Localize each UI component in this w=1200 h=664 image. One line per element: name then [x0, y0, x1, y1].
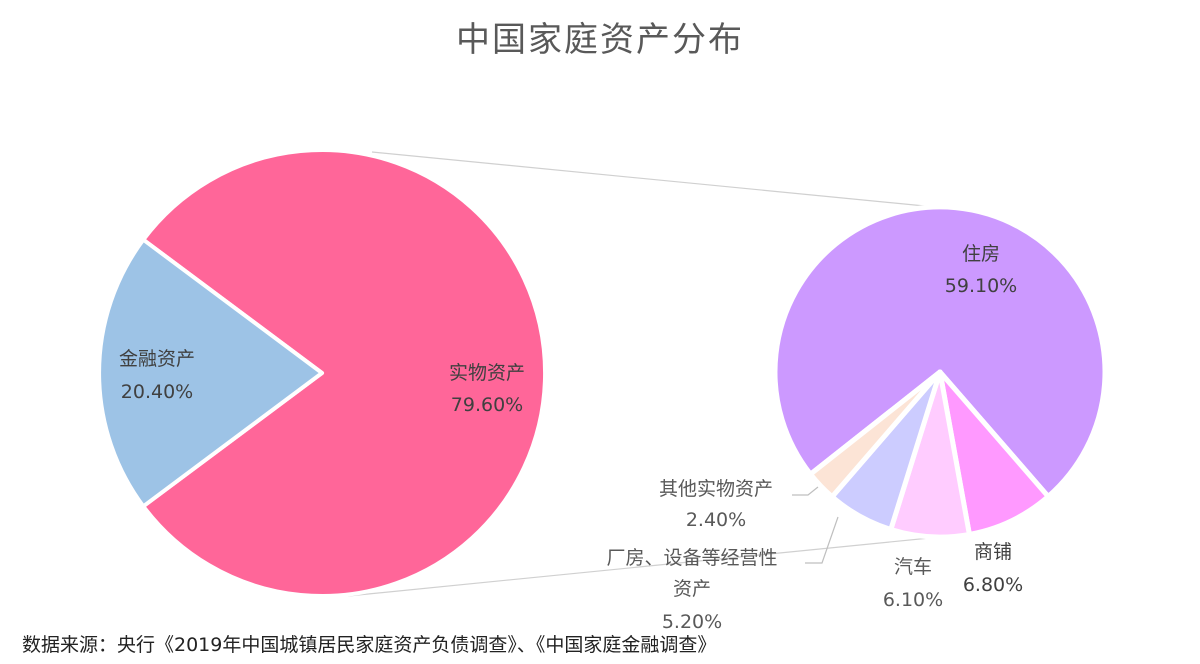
source-note: 数据来源：央行《2019年中国城镇居民家庭资产负债调查》、《中国家庭金融调查》 [22, 634, 717, 656]
label-商铺-value: 6.80% [963, 574, 1023, 596]
label-汽车-name: 汽车 [894, 556, 932, 578]
chart-title: 中国家庭资产分布 [456, 20, 744, 60]
label-住房-value: 59.10% [945, 275, 1017, 297]
connector-top [371, 151, 936, 208]
label-实物资产-value: 79.60% [451, 394, 523, 416]
slice-其他实物资产 [808, 369, 943, 500]
slice-金融资产 [97, 237, 324, 509]
label-实物资产-name: 实物资产 [449, 362, 525, 384]
sub-pie [772, 204, 1108, 540]
slice-实物资产 [141, 148, 548, 598]
data-labels: 金融资产 20.40% 实物资产 79.60% 住房 59.10% 商铺 6.80% 汽车 6.1… [119, 243, 1023, 633]
label-金融资产-name: 金融资产 [119, 348, 195, 370]
label-金融资产-value: 20.40% [121, 381, 193, 403]
leader-厂房 [805, 516, 839, 564]
label-厂房-value: 5.20% [662, 611, 722, 633]
label-厂房-name-line2: 资产 [673, 578, 711, 600]
slice-住房 [772, 204, 1108, 499]
label-其他实物资产-value: 2.40% [686, 509, 746, 531]
label-其他实物资产-name: 其他实物资产 [659, 478, 773, 500]
main-pie [97, 148, 548, 598]
label-住房-name: 住房 [962, 243, 1000, 265]
label-汽车-value: 6.10% [883, 589, 943, 611]
leader-lines [792, 486, 839, 564]
connector-lines [347, 151, 941, 597]
connector-bottom [347, 536, 941, 597]
leader-其他实物资产 [792, 486, 819, 496]
label-商铺-name: 商铺 [974, 541, 1012, 563]
label-厂房-name-line1: 厂房、设备等经营性 [606, 547, 777, 569]
